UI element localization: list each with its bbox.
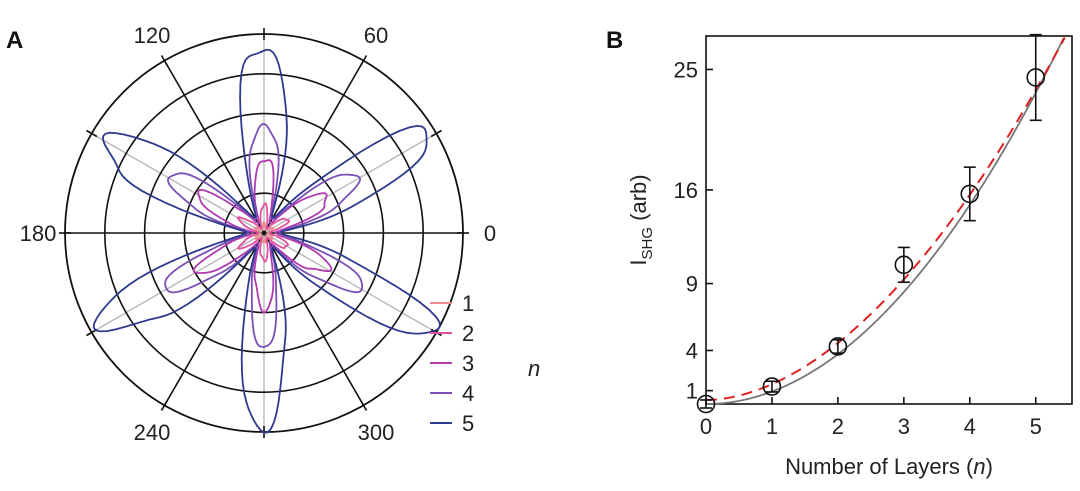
plot-frame bbox=[705, 35, 1073, 405]
polar-legend: 1 2 3 4 5 n bbox=[430, 291, 540, 436]
polar-tick-mark bbox=[160, 399, 169, 411]
polar-tick-mark bbox=[86, 129, 98, 138]
y-axis-label: ISHG (arb) bbox=[626, 174, 656, 265]
polar-tick-mark bbox=[430, 129, 442, 138]
angle-label-180: 180 bbox=[20, 221, 57, 246]
x-axis-label: Number of Layers (n) bbox=[785, 454, 993, 479]
legend-label-3: 3 bbox=[462, 351, 474, 376]
angle-label-120: 120 bbox=[134, 23, 171, 48]
legend-label-2: 2 bbox=[462, 321, 474, 346]
polar-ring-4 bbox=[104, 73, 424, 393]
polar-ring-1 bbox=[223, 192, 305, 274]
x-tick-label: 0 bbox=[700, 414, 712, 439]
panel-letter-a: A bbox=[6, 27, 23, 54]
polar-ring-3 bbox=[143, 112, 385, 354]
angle-label-240: 240 bbox=[134, 420, 171, 445]
data-point-5 bbox=[1026, 68, 1046, 87]
polar-series-2 bbox=[236, 202, 290, 263]
legend-label-5: 5 bbox=[462, 411, 474, 436]
x-tick-label: 2 bbox=[832, 414, 844, 439]
polar-tick-mark bbox=[359, 55, 368, 67]
fit-line-dashed bbox=[706, 37, 1066, 401]
polar-series-4 bbox=[164, 122, 363, 348]
data-point-2 bbox=[828, 337, 848, 356]
x-tick-label: 4 bbox=[964, 414, 976, 439]
x-tick-label: 3 bbox=[898, 414, 910, 439]
polar-series-3 bbox=[192, 159, 333, 314]
y-tick-label: 16 bbox=[674, 178, 698, 203]
angle-label-0: 0 bbox=[484, 221, 496, 246]
data-point-4 bbox=[960, 184, 980, 204]
legend-title: n bbox=[528, 356, 540, 381]
y-tick-label: 1 bbox=[686, 379, 698, 404]
polar-spoke-120 bbox=[163, 60, 365, 406]
polar-chart: 0 60 120 180 240 300 bbox=[20, 23, 496, 445]
data-point-0 bbox=[696, 394, 716, 414]
x-tick-label: 1 bbox=[766, 414, 778, 439]
legend-label-1: 1 bbox=[462, 291, 474, 316]
y-tick-label: 25 bbox=[674, 57, 698, 82]
legend-label-4: 4 bbox=[462, 381, 474, 406]
x-tick-label: 5 bbox=[1030, 414, 1042, 439]
y-tick-label: 4 bbox=[686, 338, 698, 363]
data-point-1 bbox=[762, 377, 782, 396]
panel-letter-b: B bbox=[606, 27, 623, 54]
angle-label-300: 300 bbox=[358, 420, 395, 445]
polar-series-1 bbox=[253, 221, 275, 244]
fit-line-solid bbox=[706, 38, 1065, 405]
y-tick-label: 9 bbox=[686, 272, 698, 297]
polar-series-5 bbox=[92, 48, 441, 434]
angle-label-60: 60 bbox=[364, 23, 388, 48]
polar-tick-mark bbox=[359, 399, 368, 411]
data-point-3 bbox=[894, 255, 914, 275]
polar-tick-mark bbox=[160, 55, 169, 67]
